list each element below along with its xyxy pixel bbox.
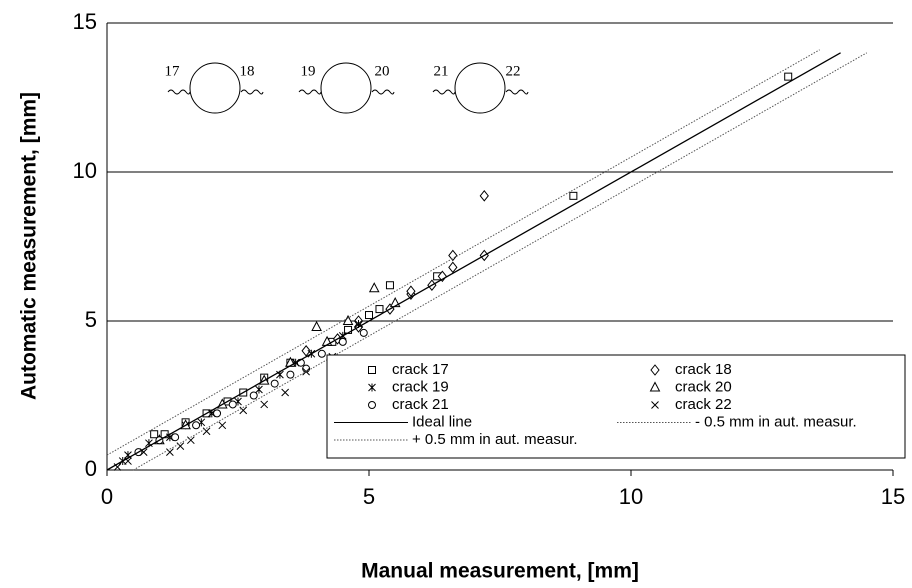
marker [218, 421, 227, 430]
legend-marker [649, 381, 661, 392]
legend: crack 17 crack 18 crack 19 crack 20 crack 21… [326, 354, 906, 459]
marker [569, 191, 578, 200]
y-tick-label: 15 [73, 9, 97, 34]
legend-label: crack 18 [675, 361, 732, 378]
legend-box [326, 354, 906, 459]
legend-marker [368, 383, 376, 392]
marker [228, 400, 237, 409]
x-tick-label: 0 [101, 484, 113, 509]
legend-label: crack 17 [392, 361, 449, 378]
marker [249, 391, 258, 400]
marker [192, 421, 201, 430]
marker [406, 285, 416, 298]
marker [448, 249, 458, 262]
marker [286, 370, 295, 379]
marker [186, 436, 195, 445]
marker [311, 320, 322, 331]
marker [342, 314, 354, 325]
marker [176, 442, 185, 451]
legend-marker [651, 401, 659, 409]
series-line [132, 52, 868, 471]
series-line [106, 52, 841, 471]
y-axis-title: Automatic measurement, [mm] [18, 92, 41, 400]
legend-label: Ideal line [412, 413, 472, 430]
y-tick-label: 5 [85, 307, 97, 332]
legend-marker [650, 364, 660, 376]
x-axis-title: Manual measurement, [mm] [361, 560, 639, 583]
marker [448, 261, 458, 274]
y-tick-label: 10 [73, 158, 97, 183]
legend-label: + 0.5 mm in aut. measur. [412, 431, 578, 448]
marker [270, 379, 279, 388]
annotation: 22 [506, 63, 521, 79]
legend-marker [368, 366, 376, 374]
marker [375, 305, 384, 314]
x-tick-label: 10 [619, 484, 643, 509]
annotation: 20 [375, 63, 390, 79]
marker [213, 409, 222, 418]
annotation: 17 [165, 63, 181, 79]
marker [359, 328, 368, 337]
legend-marker [368, 401, 376, 409]
marker [389, 297, 401, 308]
legend-label: crack 19 [392, 378, 449, 395]
marker [260, 400, 269, 409]
marker [301, 344, 311, 357]
legend-label: crack 22 [675, 396, 732, 413]
marker [365, 311, 373, 320]
marker [784, 72, 793, 81]
marker [479, 190, 489, 202]
marker [150, 430, 159, 439]
legend-label: crack 21 [392, 396, 449, 413]
marker [317, 349, 326, 358]
marker [368, 282, 380, 293]
marker [281, 388, 290, 397]
marker [338, 337, 347, 346]
marker [171, 433, 180, 442]
legend-label: crack 20 [675, 378, 732, 395]
x-tick-label: 15 [881, 484, 905, 509]
pipe-icons [167, 62, 529, 114]
y-tick-label: 0 [85, 456, 97, 481]
annotation: 18 [240, 63, 255, 79]
marker [255, 385, 263, 394]
x-tick-label: 5 [363, 484, 375, 509]
marker [385, 281, 394, 290]
marker [239, 406, 248, 415]
marker [166, 448, 174, 456]
legend-label: - 0.5 mm in aut. measur. [695, 413, 857, 430]
marker [202, 427, 211, 436]
annotation: 21 [434, 63, 449, 79]
annotation: 19 [301, 63, 316, 79]
